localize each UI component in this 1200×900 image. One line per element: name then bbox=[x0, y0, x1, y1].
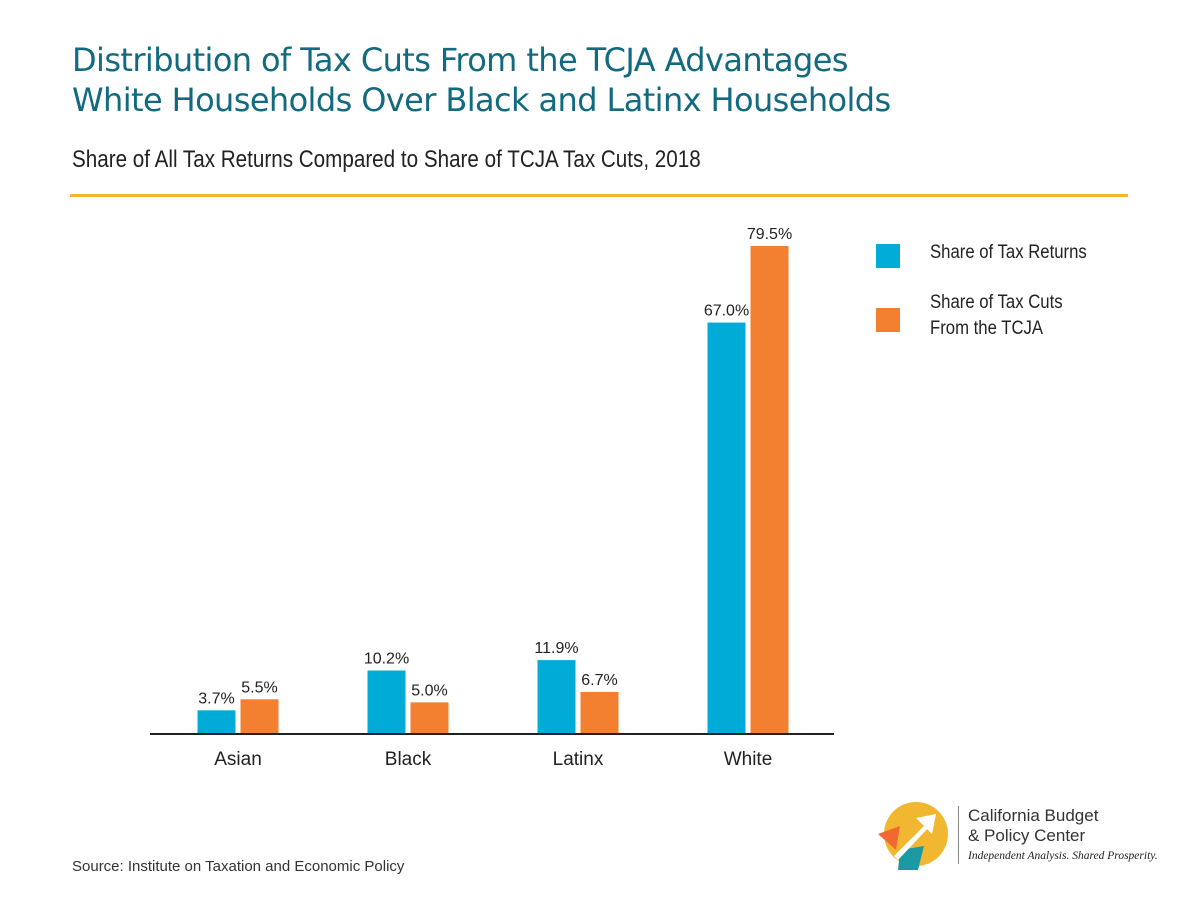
data-label-black-tax-returns: 10.2% bbox=[364, 651, 409, 668]
bar-asian-tax-cuts bbox=[240, 699, 279, 733]
data-label-asian-tax-cuts: 5.5% bbox=[241, 679, 277, 696]
chart-title-line-2: White Households Over Black and Latinx H… bbox=[72, 81, 891, 119]
legend-label-line: Share of Tax Cuts bbox=[930, 292, 1063, 313]
x-tick-label-black: Black bbox=[385, 749, 432, 770]
bar-latinx-tax-returns bbox=[537, 660, 576, 733]
legend-swatch-tax-cuts bbox=[876, 308, 900, 332]
brand-logo: California Budget & Policy Center Indepe… bbox=[872, 800, 1172, 880]
legend-label-line: Share of Tax Returns bbox=[930, 242, 1087, 263]
brand-name-line: & Policy Center bbox=[968, 826, 1086, 845]
title-divider-rule bbox=[70, 194, 1128, 197]
data-label-asian-tax-returns: 3.7% bbox=[198, 690, 234, 707]
legend-label-tax-returns: Share of Tax Returns bbox=[930, 240, 1124, 266]
bar-asian-tax-returns bbox=[197, 710, 236, 733]
bar-white-tax-returns bbox=[707, 322, 746, 733]
data-label-latinx-tax-returns: 11.9% bbox=[534, 640, 578, 657]
brand-divider bbox=[958, 806, 959, 864]
x-tick-label-white: White bbox=[724, 749, 773, 770]
data-label-black-tax-cuts: 5.0% bbox=[411, 682, 447, 699]
bar-white-tax-cuts bbox=[750, 246, 789, 733]
chart-title-line-1: Distribution of Tax Cuts From the TCJA A… bbox=[72, 41, 848, 79]
brand-tagline: Independent Analysis. Shared Prosperity. bbox=[968, 850, 1158, 862]
brand-name-line: California Budget bbox=[968, 806, 1099, 825]
chart-title: Distribution of Tax Cuts From the TCJA A… bbox=[72, 40, 1152, 120]
data-label-white-tax-returns: 67.0% bbox=[704, 303, 749, 320]
legend-swatch-tax-returns bbox=[876, 244, 900, 268]
bar-latinx-tax-cuts bbox=[580, 691, 619, 733]
legend-label-line: From the TCJA bbox=[930, 318, 1044, 339]
brand-name: California Budget & Policy Center bbox=[968, 806, 1098, 846]
bar-black-tax-cuts bbox=[410, 702, 449, 733]
chart-subtitle: Share of All Tax Returns Compared to Sha… bbox=[72, 146, 701, 173]
data-label-latinx-tax-cuts: 6.7% bbox=[581, 672, 617, 689]
legend-label-tax-cuts: Share of Tax Cuts From the TCJA bbox=[930, 290, 1124, 342]
x-tick-label-asian: Asian bbox=[214, 749, 262, 770]
budget-center-logo-icon bbox=[878, 802, 948, 870]
x-tick-label-latinx: Latinx bbox=[553, 749, 604, 770]
bar-black-tax-returns bbox=[367, 670, 406, 733]
source-note: Source: Institute on Taxation and Econom… bbox=[72, 858, 405, 875]
data-label-white-tax-cuts: 79.5% bbox=[747, 226, 792, 243]
